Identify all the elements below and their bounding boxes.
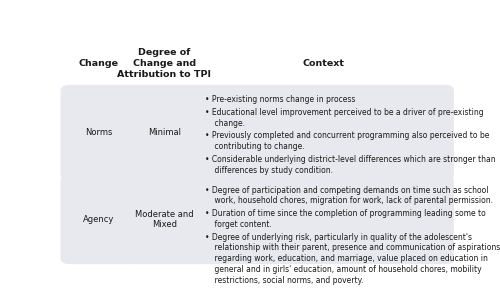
Text: differences by study condition.: differences by study condition. <box>205 166 333 175</box>
Text: • Degree of underlying risk, particularly in quality of the adolescent's: • Degree of underlying risk, particularl… <box>205 233 472 241</box>
FancyBboxPatch shape <box>120 85 208 181</box>
Text: Agency: Agency <box>82 215 114 224</box>
Text: contributing to change.: contributing to change. <box>205 142 304 151</box>
Text: • Previously completed and concurrent programming also perceived to be: • Previously completed and concurrent pr… <box>205 132 490 141</box>
FancyBboxPatch shape <box>60 175 136 264</box>
Text: Minimal: Minimal <box>148 128 180 137</box>
Text: relationship with their parent, presence and communication of aspirations: relationship with their parent, presence… <box>205 243 500 252</box>
Text: • Pre-existing norms change in process: • Pre-existing norms change in process <box>205 96 356 104</box>
Text: work, household chores, migration for work, lack of parental permission.: work, household chores, migration for wo… <box>205 197 493 205</box>
FancyBboxPatch shape <box>192 175 454 264</box>
FancyBboxPatch shape <box>120 175 208 264</box>
Text: regarding work, education, and marriage, value placed on education in: regarding work, education, and marriage,… <box>205 254 488 263</box>
Text: • Considerable underlying district-level differences which are stronger than: • Considerable underlying district-level… <box>205 155 496 164</box>
Text: • Duration of time since the completion of programming leading some to: • Duration of time since the completion … <box>205 209 486 218</box>
Text: Degree of
Change and
Attribution to TPI: Degree of Change and Attribution to TPI <box>117 48 211 79</box>
FancyBboxPatch shape <box>192 85 454 181</box>
Text: Change: Change <box>78 59 118 68</box>
Text: general and in girls' education, amount of household chores, mobility: general and in girls' education, amount … <box>205 265 481 274</box>
Text: restrictions, social norms, and poverty.: restrictions, social norms, and poverty. <box>205 276 364 285</box>
Text: change.: change. <box>205 119 245 128</box>
Text: Context: Context <box>302 59 344 68</box>
Text: • Degree of participation and competing demands on time such as school: • Degree of participation and competing … <box>205 186 488 195</box>
Text: Moderate and
Mixed: Moderate and Mixed <box>135 210 194 229</box>
Text: forget content.: forget content. <box>205 220 272 229</box>
Text: • Educational level improvement perceived to be a driver of pre-existing: • Educational level improvement perceive… <box>205 108 483 117</box>
FancyBboxPatch shape <box>60 85 136 181</box>
Text: Norms: Norms <box>84 128 112 137</box>
